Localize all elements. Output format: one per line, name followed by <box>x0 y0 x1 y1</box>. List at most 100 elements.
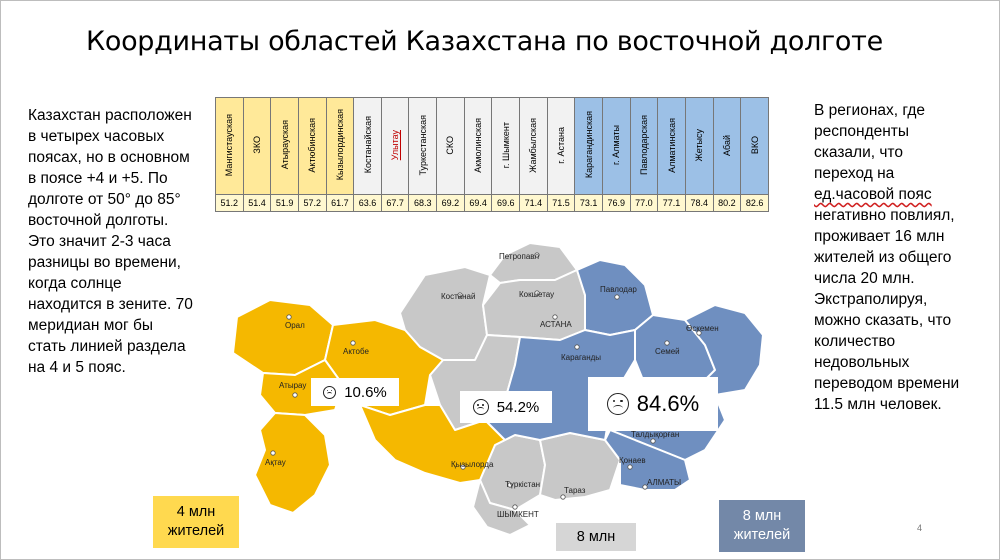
east-negative-stat: 84.6% <box>588 377 718 431</box>
sad-face-icon <box>472 399 489 415</box>
city-taldykorgan: Талдықорған <box>631 430 679 439</box>
region-name: Акмолинская <box>473 117 484 173</box>
city-atyrau: Атырау <box>279 381 306 390</box>
city-shymkent: ШЫМКЕНТ <box>497 510 539 519</box>
longitude-value: 57.2 <box>297 194 327 212</box>
region-name-cell: Павлодарская <box>629 97 659 195</box>
region-vko <box>684 304 764 396</box>
longitude-value: 61.7 <box>325 194 355 212</box>
west-pop-line1: 4 млн <box>176 504 216 520</box>
center-negative-stat: 54.2% <box>460 391 552 423</box>
region-name-cell: Костанайская <box>353 97 382 195</box>
city-semey: Семей <box>655 347 680 356</box>
page-number: 4 <box>917 523 923 533</box>
west-percent: 10.6% <box>344 383 387 401</box>
city-aktobe: Актобе <box>343 347 369 356</box>
city-karaganda: Караганды <box>561 353 601 362</box>
city-taraz: Тараз <box>564 486 586 495</box>
region-name-cell: ЗКО <box>242 97 272 195</box>
city-turkistan: Түркістан <box>505 480 540 489</box>
right-text-part1: В регионах, где респонденты сказали, что… <box>814 102 925 182</box>
city-aktau: Ақтау <box>265 458 286 467</box>
region-name-cell: Мангистауская <box>215 97 244 195</box>
city-kostanai: Костанай <box>441 292 475 301</box>
longitude-value: 51.2 <box>215 194 244 212</box>
center-percent: 54.2% <box>496 398 540 416</box>
region-almaty <box>604 429 691 491</box>
longitude-value: 80.2 <box>712 194 742 212</box>
region-name: Атырауская <box>279 120 290 170</box>
longitude-value: 51.9 <box>270 194 299 212</box>
city-kokshetau: Кокшетау <box>519 290 554 299</box>
center-population-box: 8 млн <box>556 523 636 551</box>
region-name-cell: ВКО <box>740 97 769 195</box>
region-name: ЗКО <box>251 136 262 154</box>
city-almaty: АЛМАТЫ <box>647 478 681 487</box>
east-pop-line2: жителей <box>733 527 791 543</box>
longitude-values-row: 51.2 51.4 51.9 57.2 61.7 63.6 67.7 68.3 69.2 69.4… <box>215 194 769 212</box>
region-shymkent <box>472 479 531 536</box>
region-name: г. Алматы <box>611 124 622 166</box>
region-name: Туркестанская <box>417 114 428 176</box>
east-population-box: 8 млн жителей <box>719 500 805 552</box>
right-text-underlined: ед.часовой пояс <box>814 186 932 203</box>
longitude-value: 77.0 <box>629 194 659 212</box>
right-description: В регионах, где респонденты сказали, что… <box>814 100 964 415</box>
west-population-box: 4 млн жителей <box>153 496 239 548</box>
region-name-cell: Абай <box>712 97 742 195</box>
region-kyzylorda <box>359 404 506 484</box>
longitude-value: 68.3 <box>408 194 438 212</box>
region-name: Жетысу <box>694 128 705 162</box>
city-petropavl: Петропавл <box>499 252 539 261</box>
right-text-part2: негативно повлиял, проживает 16 млн жите… <box>814 207 960 413</box>
region-name: Актюбинская <box>307 117 318 173</box>
region-name: СКО <box>445 135 456 155</box>
region-name-cell: Туркестанская <box>408 97 438 195</box>
city-konaev: Қонаев <box>619 456 646 465</box>
region-name: Улытау <box>390 129 401 161</box>
east-pop-line1: 8 млн <box>742 508 782 524</box>
region-name-cell: Актюбинская <box>297 97 327 195</box>
region-name-cell: Алматинская <box>657 97 686 195</box>
longitude-table: Мангистауская ЗКО Атырауская Актюбинская Кыз… <box>215 97 769 212</box>
region-name: Мангистауская <box>224 113 235 177</box>
west-pop-line2: жителей <box>167 523 225 539</box>
city-astana: АСТАНА <box>540 320 572 329</box>
city-oskemen: Өскемен <box>686 324 719 333</box>
center-pop: 8 млн <box>576 528 616 545</box>
region-name-cell: Жетысу <box>684 97 714 195</box>
left-description: Казахстан расположен в четырех часовых п… <box>28 107 193 376</box>
region-name-cell: Карагандинская <box>574 97 603 195</box>
longitude-value: 71.4 <box>519 194 548 212</box>
longitude-value: 67.7 <box>380 194 410 212</box>
sad-face-icon <box>323 385 337 399</box>
region-name: Карагандинская <box>583 111 594 179</box>
region-name: г. Шымкент <box>500 121 511 169</box>
west-negative-stat: 10.6% <box>311 378 399 406</box>
region-mangistau <box>254 412 331 514</box>
longitude-value: 63.6 <box>353 194 382 212</box>
longitude-value: 77.1 <box>657 194 686 212</box>
region-name-cell: г. Алматы <box>601 97 631 195</box>
longitude-value: 69.6 <box>491 194 521 212</box>
longitude-value: 71.5 <box>546 194 576 212</box>
longitude-value: 69.2 <box>436 194 465 212</box>
region-name: Костанайская <box>362 116 373 174</box>
longitude-value: 78.4 <box>684 194 714 212</box>
city-uralsk: Орал <box>285 321 305 330</box>
region-name: ВКО <box>749 135 760 155</box>
region-name-cell: г. Шымкент <box>491 97 521 195</box>
region-names-row: Мангистауская ЗКО Атырауская Актюбинская Кыз… <box>215 97 769 195</box>
region-name: Алматинская <box>666 117 677 173</box>
region-name: г. Астана <box>556 126 566 164</box>
region-name-cell: Жамбылская <box>519 97 548 195</box>
longitude-value: 69.4 <box>463 194 493 212</box>
city-pavlodar: Павлодар <box>600 285 637 294</box>
region-name: Абай <box>721 134 732 156</box>
region-name-cell: Атырауская <box>270 97 299 195</box>
region-name-cell: Акмолинская <box>463 97 493 195</box>
region-name-cell: Кызылординская <box>325 97 355 195</box>
sad-face-icon <box>606 393 629 415</box>
city-kyzylorda: Қызылорда <box>451 460 494 469</box>
longitude-value: 51.4 <box>242 194 272 212</box>
